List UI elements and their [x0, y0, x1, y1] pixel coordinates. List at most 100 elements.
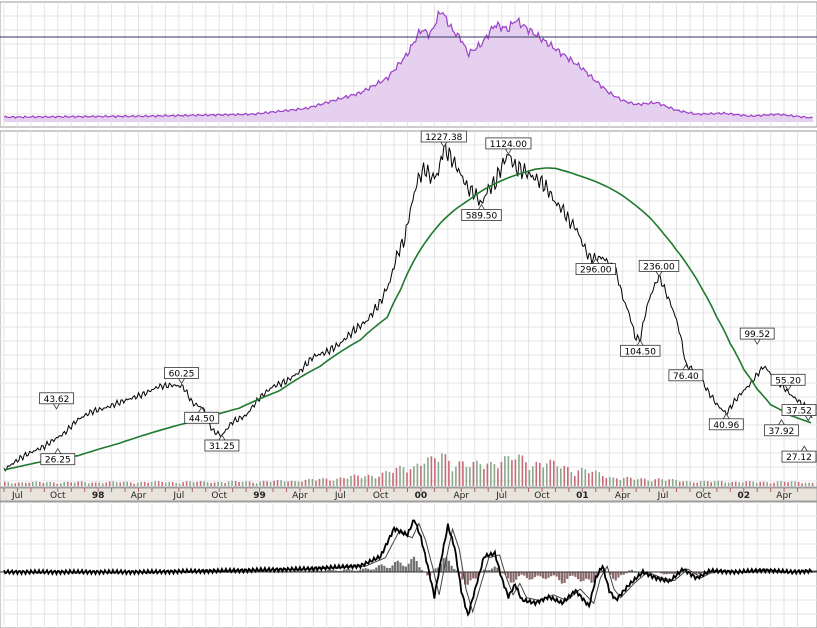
histogram-bar	[353, 570, 356, 572]
histogram-bar	[453, 568, 456, 572]
price-label: 1124.00	[485, 137, 532, 155]
label-text: 296.00	[580, 266, 612, 276]
axis-label: 01	[576, 491, 589, 501]
volume-bar	[472, 462, 475, 486]
volume-bar	[633, 479, 636, 486]
histogram-bar	[410, 559, 413, 572]
price-label: 60.25	[164, 367, 199, 385]
volume-bar	[500, 461, 503, 486]
histogram-bar	[611, 572, 615, 579]
histogram-bar	[566, 572, 569, 579]
volume-bar	[766, 482, 768, 486]
annotations: 43.62 26.25 60.25 44.50 31.25 1227.38 1124.00 5…	[39, 130, 817, 466]
volume-bar	[549, 459, 552, 486]
histogram-bar	[326, 570, 329, 572]
volume-bar	[783, 481, 786, 486]
price-panel	[3, 139, 813, 472]
axis-label: 02	[738, 491, 751, 501]
histogram-bar	[369, 569, 372, 572]
price-label: 44.50	[184, 406, 220, 424]
histogram-bar	[509, 572, 512, 583]
volume-bar	[755, 482, 758, 486]
volume-bar	[539, 462, 541, 486]
histogram-bar	[391, 565, 394, 572]
volume-bar	[182, 482, 184, 486]
volume-bar	[448, 460, 450, 486]
volume-bar	[671, 478, 674, 486]
label-text: 55.20	[775, 376, 801, 386]
label-box	[770, 373, 806, 386]
volume-bar	[157, 481, 160, 486]
histogram-bar	[660, 572, 663, 574]
label-box	[39, 392, 74, 405]
histogram-bar	[622, 572, 625, 575]
volume-bar	[21, 482, 24, 486]
label-box	[708, 418, 744, 431]
histogram-bar	[386, 567, 389, 572]
volume-bar	[752, 481, 754, 486]
volume-bar	[224, 482, 226, 486]
label-text: 76.40	[673, 372, 699, 382]
label-pointer	[682, 364, 690, 371]
histogram-bar	[313, 570, 316, 572]
volume-bar	[318, 478, 321, 486]
histogram-bar	[455, 570, 459, 572]
volume-bar	[301, 481, 303, 486]
volume-bar	[14, 483, 17, 486]
price-label: 296.00	[575, 257, 616, 276]
label-pointer	[778, 419, 785, 426]
volume-bar	[514, 459, 517, 486]
volume-bar	[269, 482, 272, 486]
histogram-bar	[485, 570, 488, 572]
label-text: 60.25	[169, 370, 195, 380]
volume-bar	[161, 482, 163, 486]
axis-label: 00	[415, 491, 428, 501]
label-box	[575, 263, 616, 276]
histogram-bar	[445, 557, 448, 572]
volume-bar	[322, 477, 324, 486]
price-label: 37.52	[781, 404, 817, 422]
volume-bar	[374, 478, 377, 486]
histogram-bar	[361, 568, 364, 572]
volume-bar	[315, 480, 317, 486]
label-box	[204, 439, 240, 452]
histogram-bar	[334, 570, 338, 572]
axis-label: Jul	[334, 491, 346, 501]
axis-strip	[0, 487, 817, 502]
histogram-bar	[563, 572, 566, 583]
volume-bar	[336, 478, 338, 486]
histogram-bar	[620, 572, 623, 576]
volume-bar	[273, 480, 275, 486]
volume-bar	[168, 482, 170, 486]
label-pointer	[178, 378, 185, 385]
histogram-bar	[507, 572, 510, 579]
axis-label: Jul	[11, 491, 23, 501]
volume-bar	[39, 482, 41, 486]
volume-bar	[441, 453, 443, 486]
indicator-panel	[0, 9, 817, 122]
volume-bar	[605, 478, 608, 486]
histogram-bar	[351, 570, 354, 572]
label-box	[164, 367, 199, 379]
histogram-bar	[609, 572, 612, 575]
volume-bar	[364, 476, 366, 486]
histogram-bar	[418, 567, 421, 572]
histogram-bar	[299, 570, 303, 572]
histogram-bar	[324, 570, 327, 572]
volume-bar	[801, 483, 803, 486]
histogram-bar	[464, 572, 467, 585]
histogram-bar	[614, 572, 617, 581]
label-box	[668, 369, 704, 382]
axis-label: Jul	[657, 491, 669, 501]
volume-bar	[28, 482, 31, 486]
histogram-bar	[450, 565, 453, 572]
volume-bar	[724, 482, 726, 486]
histogram-bar	[490, 568, 494, 572]
volume-bar	[797, 482, 800, 486]
histogram-bar	[388, 568, 391, 572]
label-box	[40, 453, 76, 466]
price-label: 236.00	[638, 259, 680, 278]
volume-bar	[126, 481, 128, 486]
volume-bar	[385, 470, 387, 486]
